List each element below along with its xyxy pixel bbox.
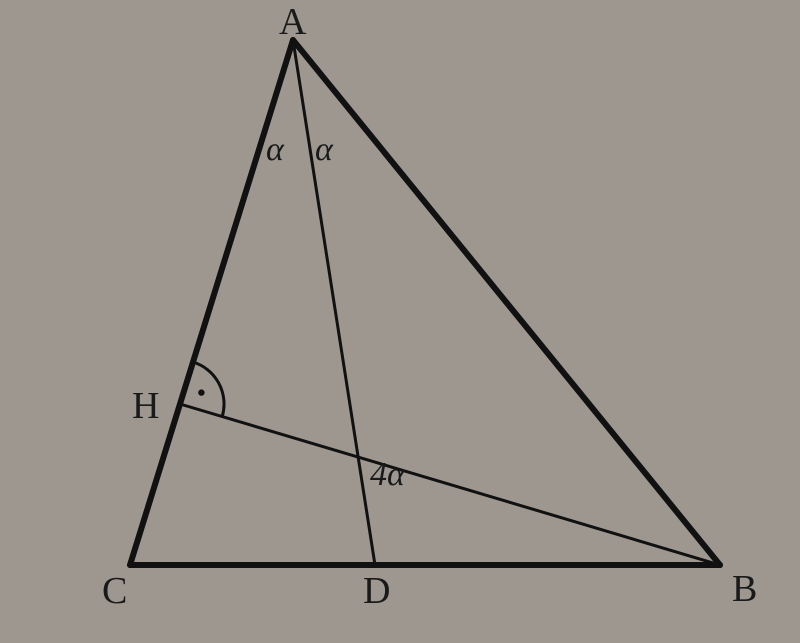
angle-alpha-right: α (315, 131, 334, 168)
angle-4alpha: 4α (370, 456, 406, 493)
edge-HB (180, 404, 720, 565)
label-H: H (132, 385, 159, 427)
label-B: B (732, 568, 757, 610)
right-angle-dot (198, 389, 204, 395)
label-A: A (279, 1, 307, 43)
edge-AD (293, 40, 375, 565)
geometry-diagram: A B C D H α α 4α (0, 0, 800, 643)
label-C: C (102, 570, 127, 612)
edge-AB (293, 40, 720, 565)
label-D: D (363, 570, 390, 612)
angle-alpha-left: α (266, 131, 285, 168)
edge-AC (130, 40, 293, 565)
